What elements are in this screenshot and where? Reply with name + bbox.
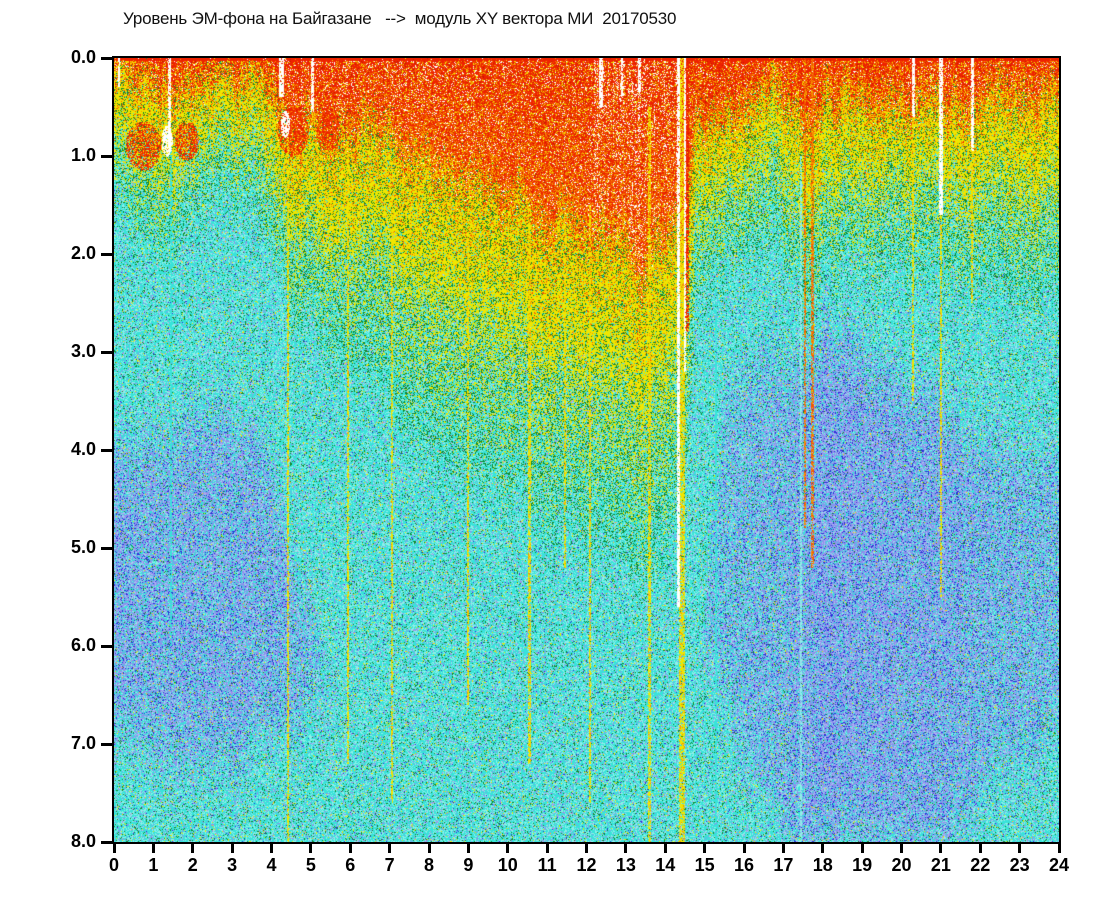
x-tick-label: 24 xyxy=(1048,855,1070,875)
x-tick-label: 20 xyxy=(891,855,912,875)
x-tick-label: 10 xyxy=(497,855,518,875)
spectrogram-canvas xyxy=(114,58,1059,842)
x-tick-label: 6 xyxy=(345,855,356,875)
y-tick-label: 7.0 xyxy=(70,733,96,753)
x-tick-label: 11 xyxy=(537,855,557,875)
y-tick-label: 8.0 xyxy=(70,831,96,851)
x-tick-label: 16 xyxy=(733,855,755,875)
x-axis-tick xyxy=(1057,844,1061,853)
x-tick-label: 22 xyxy=(970,855,991,875)
x-tick-label: 17 xyxy=(773,855,794,875)
x-tick-label: 15 xyxy=(694,855,715,875)
y-axis-tick xyxy=(101,154,112,158)
y-axis-tick xyxy=(101,252,112,256)
y-tick-label: 6.0 xyxy=(70,635,96,655)
x-tick-label: 21 xyxy=(930,855,951,875)
y-axis-tick xyxy=(101,644,112,648)
x-axis-tick xyxy=(585,844,588,853)
x-axis-tick xyxy=(663,844,667,853)
x-tick-label: 1 xyxy=(148,855,159,875)
y-tick-label: 3.0 xyxy=(70,341,96,361)
x-tick-label: 7 xyxy=(384,855,395,875)
x-axis-tick xyxy=(1018,844,1022,853)
y-tick-label: 0.0 xyxy=(70,47,96,67)
x-axis-tick xyxy=(624,844,628,853)
x-axis-tick xyxy=(781,844,785,853)
x-axis-tick xyxy=(900,844,903,853)
x-tick-label: 12 xyxy=(576,855,597,875)
x-tick-label: 2 xyxy=(187,855,198,875)
x-axis-tick xyxy=(506,844,510,853)
x-tick-label: 13 xyxy=(615,855,636,875)
x-axis-tick xyxy=(151,844,155,853)
x-axis-tick xyxy=(742,844,746,853)
x-axis-tick xyxy=(112,844,116,853)
x-axis-tick xyxy=(270,844,273,853)
x-axis-tick xyxy=(545,844,549,853)
x-axis-tick xyxy=(388,844,392,853)
y-axis-tick xyxy=(101,546,112,550)
x-tick-label: 0 xyxy=(108,855,119,875)
y-axis-tick xyxy=(101,742,112,746)
x-axis-tick xyxy=(191,844,195,853)
x-axis-tick xyxy=(860,844,864,853)
x-tick-label: 18 xyxy=(812,855,833,875)
y-axis-tick xyxy=(101,350,112,354)
x-tick-label: 5 xyxy=(305,855,316,875)
chart-title: Уровень ЭМ-фона на Байгазане --> модуль … xyxy=(123,9,677,28)
y-axis-tick xyxy=(101,840,112,844)
plot-frame xyxy=(112,56,1061,844)
y-axis-tick xyxy=(101,56,112,60)
x-tick-label: 23 xyxy=(1009,855,1030,875)
y-tick-label: 4.0 xyxy=(70,439,96,459)
x-axis-tick xyxy=(309,844,313,853)
x-axis-tick xyxy=(978,844,982,853)
x-tick-label: 14 xyxy=(655,855,676,875)
x-tick-label: 4 xyxy=(266,855,277,875)
x-axis-tick xyxy=(703,844,707,853)
x-tick-label: 3 xyxy=(227,855,238,875)
x-tick-label: 9 xyxy=(463,855,474,875)
x-axis-tick xyxy=(821,844,825,853)
x-axis-tick xyxy=(466,844,470,853)
x-tick-label: 8 xyxy=(423,855,434,875)
x-axis-tick xyxy=(230,844,234,853)
x-tick-label: 19 xyxy=(852,855,873,875)
y-axis-tick xyxy=(101,448,112,452)
y-tick-label: 2.0 xyxy=(70,243,96,263)
y-tick-label: 5.0 xyxy=(70,537,96,557)
x-axis-tick xyxy=(939,844,943,853)
x-axis-tick xyxy=(427,844,431,853)
y-tick-label: 1.0 xyxy=(70,145,96,165)
x-axis-tick xyxy=(348,844,352,853)
